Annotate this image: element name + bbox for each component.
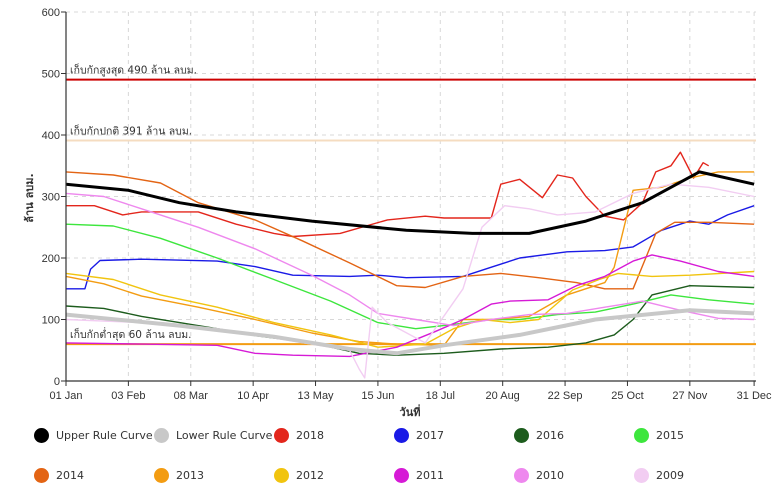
series-line-2011 — [65, 254, 755, 358]
legend-item[interactable]: 2018 — [274, 424, 324, 446]
x-tick-label: 03 Feb — [111, 390, 145, 402]
legend-swatch — [274, 427, 289, 443]
legend-label: 2009 — [656, 468, 684, 482]
series-line-lower-rule-curve — [65, 308, 755, 356]
legend-item[interactable]: 2011 — [394, 464, 444, 486]
y-tick-label: 0 — [54, 376, 60, 388]
y-tick-label: 400 — [42, 130, 60, 142]
x-tick-label: 18 Jul — [426, 390, 455, 402]
reference-line-label: เก็บกักต่ำสุด 60 ล้าน ลบม. — [70, 327, 192, 341]
legend-item[interactable]: 2017 — [394, 424, 444, 446]
legend-item[interactable]: 2015 — [634, 424, 684, 446]
legend-item[interactable]: Lower Rule Curve — [154, 424, 272, 446]
reference-line-label: เก็บกักปกติ 391 ล้าน ลบม. — [70, 124, 192, 138]
legend-item[interactable]: 2016 — [514, 424, 564, 446]
legend-item[interactable]: 2012 — [274, 464, 324, 486]
legend-label: 2016 — [536, 428, 564, 442]
y-axis-title: ล้าน ลบม. — [23, 173, 36, 222]
series-line-2012 — [65, 270, 755, 348]
series-line-2017 — [66, 205, 755, 290]
legend: Upper Rule Curve Lower Rule Curve 2018 2017… — [34, 424, 774, 494]
legend-label: 2017 — [416, 428, 444, 442]
x-tick-label: 25 Oct — [611, 390, 643, 402]
legend-item[interactable]: 2013 — [154, 464, 204, 486]
x-tick-labels: 01 Jan 03 Feb 08 Mar 10 Apr 13 May 15 Jun 18 J… — [49, 390, 772, 402]
y-tick-label: 300 — [42, 192, 60, 204]
legend-item[interactable]: 2010 — [514, 464, 564, 486]
legend-swatch — [274, 467, 289, 483]
legend-label: 2013 — [176, 468, 204, 482]
y-tick-label: 600 — [42, 7, 60, 19]
reference-line-label: เก็บกักสูงสุด 490 ล้าน ลบม. — [70, 63, 197, 77]
series-line-upper-rule-curve — [65, 170, 755, 235]
x-tick-label: 15 Jun — [361, 390, 394, 402]
x-tick-label: 13 May — [297, 390, 334, 402]
legend-swatch — [154, 467, 169, 483]
legend-swatch — [514, 467, 529, 483]
series-line-2009 — [65, 183, 755, 379]
x-axis-title: วันที่ — [400, 404, 421, 419]
legend-label: 2015 — [656, 428, 684, 442]
legend-label: 2014 — [56, 468, 84, 482]
y-tick-label: 100 — [42, 315, 60, 327]
legend-label: Lower Rule Curve — [176, 428, 273, 442]
legend-swatch — [154, 427, 169, 443]
legend-swatch — [34, 427, 49, 443]
legend-item[interactable]: 2014 — [34, 464, 84, 486]
series-line-2014 — [65, 171, 755, 290]
legend-label: Upper Rule Curve — [56, 428, 153, 442]
x-tick-label: 08 Mar — [174, 390, 209, 402]
x-tick-label: 01 Jan — [49, 390, 82, 402]
legend-swatch — [514, 427, 529, 443]
legend-label: 2018 — [296, 428, 324, 442]
legend-item[interactable]: Upper Rule Curve — [34, 424, 153, 446]
legend-swatch — [394, 427, 409, 443]
chart: เก็บกักสูงสุด 490 ล้าน ลบม. เก็บกักปกติ 3… — [23, 7, 772, 419]
axes — [61, 11, 756, 386]
x-tick-label: 22 Sep — [548, 390, 583, 402]
legend-swatch — [634, 427, 649, 443]
series-line-2010 — [65, 192, 755, 327]
x-tick-label: 10 Apr — [237, 390, 269, 402]
y-tick-label: 500 — [42, 69, 60, 81]
series-lines — [65, 151, 755, 379]
y-tick-label: 200 — [42, 253, 60, 265]
series-line-2018 — [66, 151, 710, 238]
y-tick-labels: 0 100 200 300 400 500 600 — [42, 7, 60, 388]
legend-item[interactable]: 2009 — [634, 464, 684, 486]
x-tick-label: 20 Aug — [486, 390, 520, 402]
legend-swatch — [634, 467, 649, 483]
x-tick-label: 27 Nov — [672, 390, 707, 402]
series-line-2015 — [65, 223, 755, 330]
legend-swatch — [34, 467, 49, 483]
legend-swatch — [394, 467, 409, 483]
x-tick-label: 31 Dec — [737, 390, 772, 402]
legend-label: 2010 — [536, 468, 564, 482]
legend-label: 2011 — [416, 468, 444, 482]
legend-label: 2012 — [296, 468, 324, 482]
